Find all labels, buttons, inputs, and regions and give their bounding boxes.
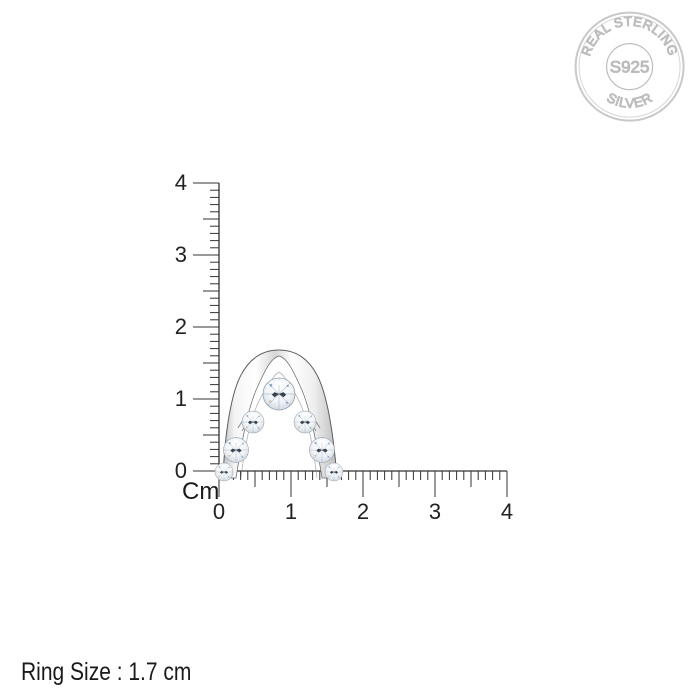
svg-text:1: 1 [285,499,297,524]
svg-text:S925: S925 [610,58,650,77]
svg-text:3: 3 [175,242,187,267]
svg-text:2: 2 [357,499,369,524]
svg-text:1: 1 [175,386,187,411]
svg-text:3: 3 [429,499,441,524]
svg-text:REAL STERLING: REAL STERLING [578,14,681,58]
svg-text:2: 2 [175,314,187,339]
svg-text:4: 4 [175,170,187,195]
svg-text:Cm: Cm [182,478,219,505]
svg-text:4: 4 [501,499,513,524]
svg-text:SILVER: SILVER [604,90,654,111]
